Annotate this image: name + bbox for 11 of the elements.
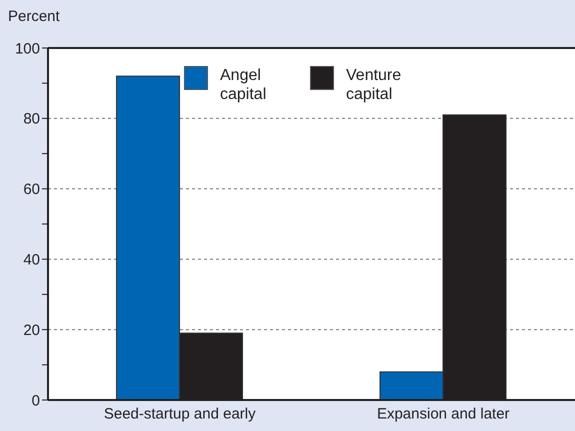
y-tick-label: 60	[23, 181, 40, 198]
y-tick-label: 80	[23, 110, 40, 128]
y-tick-label: 20	[23, 322, 40, 339]
x-tick-label: Seed-startup and early	[104, 406, 256, 423]
legend-label: Venture capital	[346, 66, 402, 104]
x-tick-label: Expansion and later	[376, 406, 510, 423]
y-tick-label: 100	[14, 40, 40, 58]
legend-label: Angel capital	[220, 66, 268, 104]
y-tick-label: 0	[32, 392, 40, 410]
y-tick-label: 40	[23, 252, 40, 269]
y-axis-title: Percent	[8, 8, 60, 25]
